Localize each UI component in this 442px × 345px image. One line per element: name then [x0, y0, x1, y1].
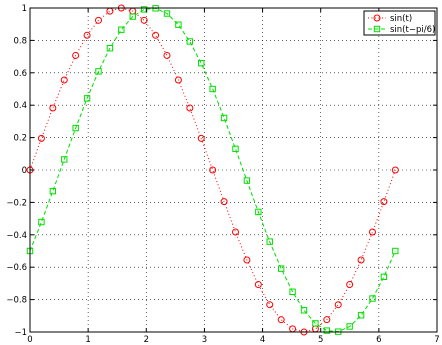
data-point: [392, 247, 399, 255]
data-point: [72, 51, 80, 59]
x-tick-label: 7: [434, 335, 439, 345]
legend-label-sin-t: sin(t): [390, 14, 412, 24]
data-point: [140, 6, 148, 13]
data-point: [197, 134, 205, 142]
data-point: [83, 95, 91, 102]
data-point: [60, 76, 68, 84]
data-point: [186, 104, 194, 112]
data-point: [129, 13, 136, 20]
data-point: [277, 265, 285, 272]
data-point: [255, 208, 262, 216]
data-point: [391, 166, 399, 174]
data-point: [152, 31, 160, 39]
data-point: [346, 323, 353, 330]
data-point: [49, 104, 57, 112]
data-point: [289, 288, 296, 295]
data-point: [346, 281, 354, 289]
data-point: [94, 16, 102, 24]
data-point: [95, 68, 102, 75]
ticks: 0 1 2 3 4 5 6 7 −1 −0.8 −0.6 −0.4 −0.2 0 0.2 0.4 0.6 0.8 1: [6, 4, 439, 345]
data-point: [140, 16, 148, 24]
data-point: [254, 281, 262, 289]
data-point: [323, 327, 331, 334]
data-point: [186, 38, 194, 45]
data-point: [357, 312, 365, 319]
legend-marker-square: [373, 25, 381, 33]
data-point: [163, 51, 171, 59]
y-tick-label: −0.2: [6, 198, 27, 208]
data-point: [220, 198, 228, 206]
data-point: [232, 145, 239, 153]
y-tick-label: 0.6: [13, 69, 27, 79]
y-tick-label: −0.4: [6, 231, 27, 241]
x-tick-label: 3: [202, 335, 207, 345]
data-point: [175, 21, 182, 28]
data-point: [83, 31, 91, 39]
data-point: [72, 124, 79, 132]
data-point: [300, 307, 308, 314]
y-tick-label: 1: [22, 4, 27, 14]
y-tick-label: 0.4: [13, 101, 27, 111]
data-point: [163, 10, 171, 17]
x-tick-label: 4: [260, 335, 265, 345]
data-point: [323, 316, 331, 324]
data-point: [380, 198, 388, 206]
x-tick-label: 2: [144, 335, 149, 345]
data-point: [118, 26, 125, 33]
data-point: [37, 134, 45, 142]
data-point: [198, 59, 205, 67]
y-tick-label: −0.6: [6, 263, 27, 273]
x-tick-label: 5: [318, 335, 323, 345]
data-point: [243, 177, 251, 184]
y-tick-label: −1: [14, 328, 27, 338]
data-point: [243, 256, 251, 264]
data-point: [106, 45, 114, 52]
data-point: [231, 228, 239, 236]
x-tick-label: 0: [27, 335, 32, 345]
legend-item-sin-t-minus-pi-6: sin(t−pi/6): [368, 25, 435, 35]
legend-marker-circle: [373, 14, 381, 22]
data-point: [209, 166, 217, 174]
data-point: [266, 301, 274, 309]
data-point: [334, 301, 342, 309]
y-tick-label: −0.8: [6, 296, 27, 306]
data-point: [38, 218, 45, 226]
x-tick-label: 6: [376, 335, 381, 345]
data-point: [369, 295, 376, 302]
data-point: [312, 320, 319, 327]
y-tick-label: 0.2: [13, 134, 27, 144]
x-tick-label: 1: [85, 335, 90, 345]
data-point: [49, 187, 57, 195]
data-point: [209, 85, 216, 93]
y-tick-label: 0.8: [13, 36, 27, 46]
legend-item-sin-t: sin(t): [368, 14, 412, 24]
data-point: [266, 238, 273, 245]
series-line: [29, 7, 396, 333]
data-point: [61, 156, 68, 163]
legend: sin(t) sin(t−pi/6): [363, 10, 436, 36]
data-point: [357, 256, 365, 264]
legend-label-sin-t-minus-pi-6: sin(t−pi/6): [390, 25, 435, 35]
data-point: [380, 273, 388, 281]
data-point: [277, 316, 285, 324]
y-tick-label: 0: [22, 166, 27, 176]
data-point: [174, 76, 182, 84]
data-point: [220, 114, 228, 122]
data-point: [368, 228, 376, 236]
